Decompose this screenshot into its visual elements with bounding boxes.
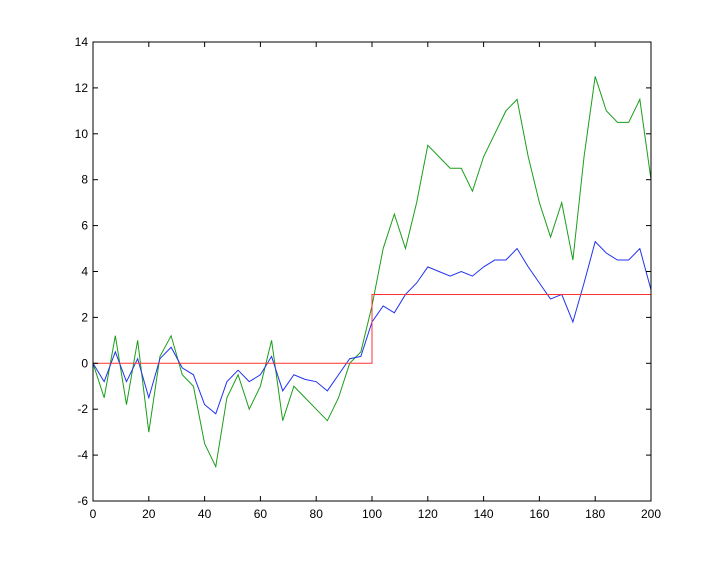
y-tick-label: 0 <box>81 356 88 370</box>
x-tick-label: 40 <box>198 507 212 521</box>
x-tick-label: 180 <box>585 507 605 521</box>
y-tick-label: 12 <box>75 81 89 95</box>
y-tick-label: 6 <box>81 219 88 233</box>
x-tick-label: 140 <box>474 507 494 521</box>
y-tick-label: 2 <box>81 310 88 324</box>
x-tick-label: 80 <box>310 507 324 521</box>
x-tick-label: 0 <box>90 507 97 521</box>
x-tick-label: 20 <box>142 507 156 521</box>
x-tick-label: 60 <box>254 507 268 521</box>
y-tick-label: 4 <box>81 265 88 279</box>
y-tick-label: 10 <box>75 127 89 141</box>
plot-background <box>93 42 651 501</box>
y-tick-label: 8 <box>81 173 88 187</box>
y-tick-label: -2 <box>77 402 88 416</box>
y-tick-label: -4 <box>77 448 88 462</box>
data-line <box>93 293 651 364</box>
x-tick-label: 100 <box>362 507 382 521</box>
x-tick-label: 160 <box>529 507 549 521</box>
x-tick-label: 120 <box>418 507 438 521</box>
y-tick-label: 14 <box>75 35 89 49</box>
y-tick-label: -6 <box>77 494 88 508</box>
x-tick-label: 200 <box>641 507 661 521</box>
